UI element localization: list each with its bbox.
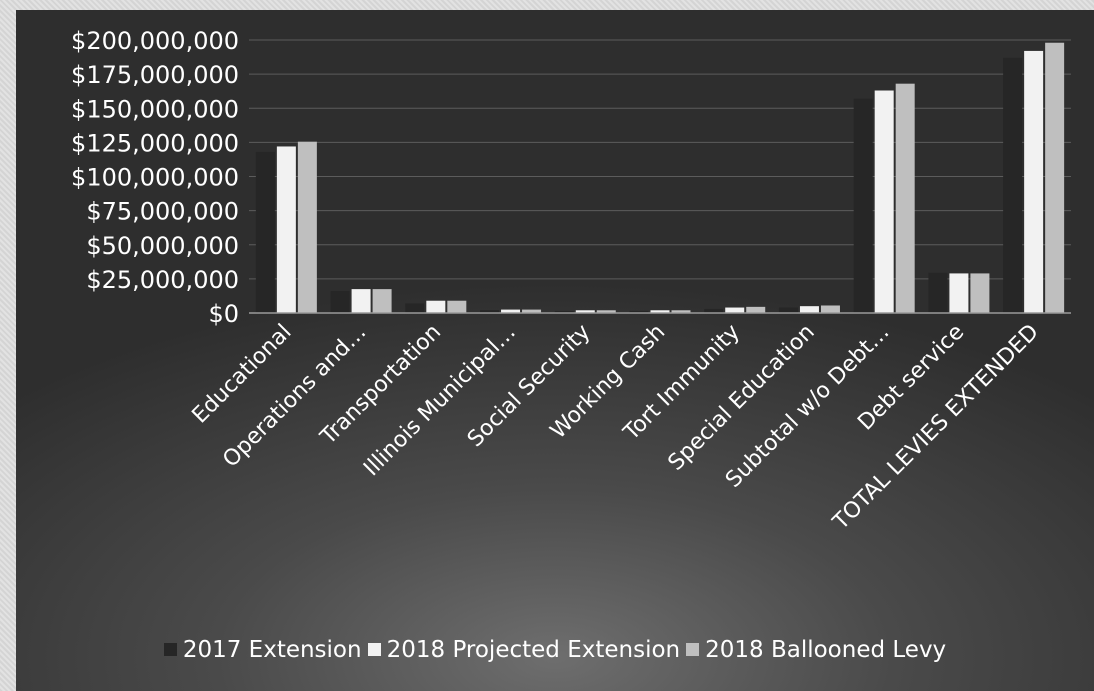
- y-tick-label: $175,000,000: [71, 61, 239, 89]
- bar: [704, 308, 724, 313]
- bar: [928, 272, 948, 313]
- bar: [596, 310, 616, 313]
- bar: [820, 305, 840, 313]
- bar: [1003, 57, 1023, 314]
- bar-chart: $0 $25,000,000 $50,000,000 $75,000,000 $100,…: [71, 27, 1071, 536]
- bar: [746, 306, 766, 313]
- bar: [426, 300, 446, 313]
- y-tick-label: $150,000,000: [71, 95, 239, 123]
- bar: [1045, 42, 1065, 313]
- bar: [949, 273, 969, 313]
- y-tick-label: $0: [208, 300, 239, 328]
- legend-item: 2018 Ballooned Levy: [686, 637, 946, 663]
- bar: [522, 309, 542, 313]
- bar: [501, 309, 521, 313]
- bar: [405, 303, 425, 313]
- bar: [1024, 50, 1044, 314]
- legend-swatch: [367, 643, 381, 656]
- legend-swatch: [686, 643, 700, 656]
- bar: [799, 306, 819, 313]
- y-tick-label: $75,000,000: [86, 198, 239, 226]
- legend-item: 2017 Extension: [163, 636, 362, 663]
- bar: [372, 289, 392, 313]
- bar: [725, 307, 745, 313]
- gridlines: [249, 39, 1071, 280]
- legend-label: 2018 Ballooned Levy: [705, 636, 947, 663]
- bar: [895, 83, 915, 314]
- bar: [629, 310, 649, 313]
- bar: [650, 310, 670, 313]
- y-axis-tick-labels: $0 $25,000,000 $50,000,000 $75,000,000 $100,…: [71, 27, 239, 328]
- bar: [255, 151, 275, 313]
- x-category-label: Operations and…: [218, 320, 371, 473]
- bar: [874, 90, 894, 313]
- bar: [853, 98, 873, 313]
- bar: [480, 310, 500, 313]
- y-tick-label: $200,000,000: [71, 27, 239, 55]
- y-tick-label: $50,000,000: [86, 232, 239, 260]
- bar: [554, 310, 574, 313]
- legend-label: 2017 Extension: [182, 636, 362, 663]
- y-tick-label: $125,000,000: [71, 129, 239, 157]
- legend-item: 2018 Projected Extension: [367, 636, 681, 663]
- bar: [575, 310, 595, 313]
- bar: [671, 310, 691, 313]
- bar: [447, 300, 467, 313]
- bars: [255, 42, 1065, 314]
- legend: 2017 Extension 2018 Projected Extension 20…: [16, 636, 1094, 663]
- legend-label: 2018 Projected Extension: [386, 636, 681, 663]
- bar: [276, 146, 296, 313]
- legend-swatch: [163, 643, 177, 656]
- bar: [330, 291, 350, 313]
- bar: [351, 289, 371, 313]
- y-tick-label: $25,000,000: [86, 266, 239, 294]
- chart-frame: $0 $25,000,000 $50,000,000 $75,000,000 $100,…: [16, 10, 1094, 691]
- bar: [970, 273, 990, 313]
- x-category-label: Special Education: [664, 320, 820, 476]
- bar: [778, 307, 798, 313]
- y-tick-label: $100,000,000: [71, 164, 239, 192]
- bar: [297, 141, 317, 313]
